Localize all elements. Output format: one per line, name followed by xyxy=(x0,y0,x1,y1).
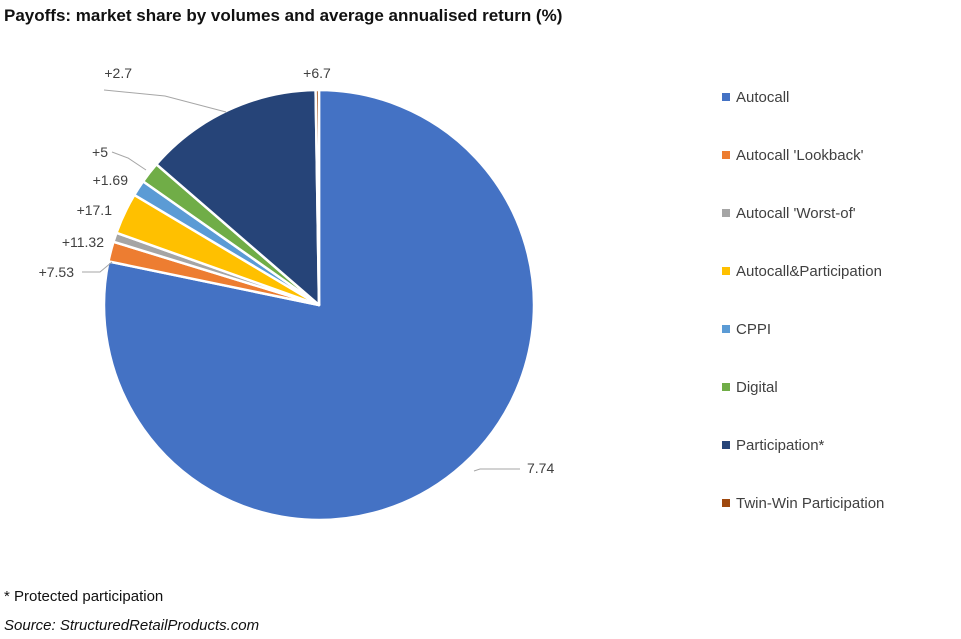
leader-line-autocall xyxy=(473,468,520,472)
legend-label: CPPI xyxy=(736,320,772,338)
data-label-cppi: +1.69 xyxy=(93,172,129,188)
leader-line-digital xyxy=(111,151,147,171)
leader-line-participation xyxy=(103,89,227,113)
data-label-participation: +2.7 xyxy=(104,65,132,81)
legend-item-autocall-participation: Autocall&Participation xyxy=(722,261,882,281)
legend-swatch xyxy=(722,209,730,217)
pie-slice-twin-win-participation xyxy=(314,88,321,307)
legend-label: Digital xyxy=(736,378,778,396)
legend-label: Autocall 'Worst-of' xyxy=(736,204,856,222)
legend-label: Autocall xyxy=(736,88,790,106)
legend-swatch xyxy=(722,441,730,449)
legend-label: Autocall 'Lookback' xyxy=(736,146,864,164)
legend-label: Twin-Win Participation xyxy=(736,494,885,512)
legend-item-participation: Participation* xyxy=(722,435,824,455)
chart-title: Payoffs: market share by volumes and ave… xyxy=(4,6,563,25)
legend-swatch xyxy=(722,499,730,507)
source-note: Source: StructuredRetailProducts.com xyxy=(4,617,260,634)
legend-item-twin-win-participation: Twin-Win Participation xyxy=(722,493,884,513)
legend-item-autocall: Autocall xyxy=(722,87,789,107)
footnote: * Protected participation xyxy=(4,588,164,605)
legend-item-cppi: CPPI xyxy=(722,319,771,339)
data-label-autocall-lookback: +7.53 xyxy=(39,264,75,280)
legend-label: Autocall&Participation xyxy=(736,262,882,280)
legend-item-autocall-worst-of: Autocall 'Worst-of' xyxy=(722,203,856,223)
pie-slice-participation xyxy=(155,88,321,307)
legend-swatch xyxy=(722,151,730,159)
data-label-autocall-participation: +17.1 xyxy=(77,202,113,218)
leader-line-autocall-lookback xyxy=(82,261,113,273)
legend-label: Participation* xyxy=(736,436,825,454)
data-label-twin-win-participation: +6.7 xyxy=(303,65,331,81)
legend-swatch xyxy=(722,325,730,333)
data-label-digital: +5 xyxy=(92,144,108,160)
legend-swatch xyxy=(722,383,730,391)
legend-item-autocall-lookback: Autocall 'Lookback' xyxy=(722,145,863,165)
legend-item-digital: Digital xyxy=(722,377,778,397)
data-label-autocall-worst-of: +11.32 xyxy=(62,234,104,250)
data-label-autocall: 7.74 xyxy=(527,460,554,476)
legend-swatch xyxy=(722,267,730,275)
legend-swatch xyxy=(722,93,730,101)
